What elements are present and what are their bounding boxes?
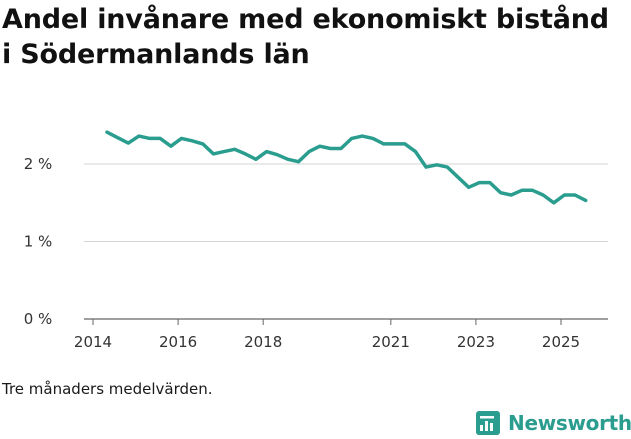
data-point: [499, 191, 503, 195]
gridlines: [84, 163, 608, 320]
data-point: [424, 165, 428, 169]
data-point: [179, 136, 183, 140]
data-point: [318, 144, 322, 148]
data-point: [339, 147, 343, 151]
data-point: [392, 142, 396, 146]
data-point: [382, 142, 386, 146]
data-point: [233, 147, 237, 151]
data-point: [328, 147, 332, 151]
brand-name: Newsworthy: [508, 411, 631, 435]
data-point: [137, 134, 141, 138]
data-point: [265, 150, 269, 154]
data-point: [243, 152, 247, 156]
footnote: Tre månaders medelvärden.: [2, 380, 213, 398]
data-point: [190, 139, 194, 143]
x-tick-label: 2025: [542, 333, 580, 351]
data-point: [530, 188, 534, 192]
x-tick-label: 2016: [159, 333, 197, 351]
data-point: [371, 136, 375, 140]
data-point: [477, 181, 481, 185]
data-point: [105, 130, 109, 134]
data-point: [552, 201, 556, 205]
data-point: [158, 136, 162, 140]
data-point: [413, 150, 417, 154]
y-tick-label: 0 %: [24, 310, 53, 328]
data-point: [467, 185, 471, 189]
y-tick-label: 1 %: [24, 233, 53, 251]
data-point: [211, 152, 215, 156]
data-point: [541, 193, 545, 197]
data-point: [403, 142, 407, 146]
brand[interactable]: Newsworthy: [476, 408, 631, 438]
data-point: [275, 153, 279, 157]
x-tick-label: 2021: [372, 333, 410, 351]
newsworthy-logo-icon: [476, 411, 500, 435]
x-tick-label: 2018: [244, 333, 282, 351]
data-point: [307, 150, 311, 154]
data-point: [222, 150, 226, 154]
data-point: [573, 193, 577, 197]
data-point: [169, 144, 173, 148]
series-group: [105, 130, 588, 205]
data-point: [360, 134, 364, 138]
data-point: [584, 198, 588, 202]
data-point: [296, 160, 300, 164]
data-point: [435, 163, 439, 167]
x-tick-label: 2023: [457, 333, 495, 351]
data-point: [488, 181, 492, 185]
data-point: [254, 157, 258, 161]
data-point: [456, 175, 460, 179]
data-point: [126, 141, 130, 145]
series-line: [105, 130, 588, 205]
x-tick-label: 2014: [74, 333, 112, 351]
x-axis: 2014 2016 2018 2021 2023 2025: [74, 319, 580, 351]
data-point: [509, 193, 513, 197]
data-point: [201, 142, 205, 146]
data-point: [562, 193, 566, 197]
y-axis-labels: 0 % 1 % 2 %: [24, 155, 53, 328]
data-point: [445, 165, 449, 169]
y-tick-label: 2 %: [24, 155, 53, 173]
data-point: [520, 188, 524, 192]
chart-title: Andel invånare med ekonomiskt bistånd i …: [2, 4, 609, 70]
data-point: [116, 136, 120, 140]
data-point: [148, 136, 152, 140]
data-point: [286, 157, 290, 161]
data-point: [350, 136, 354, 140]
